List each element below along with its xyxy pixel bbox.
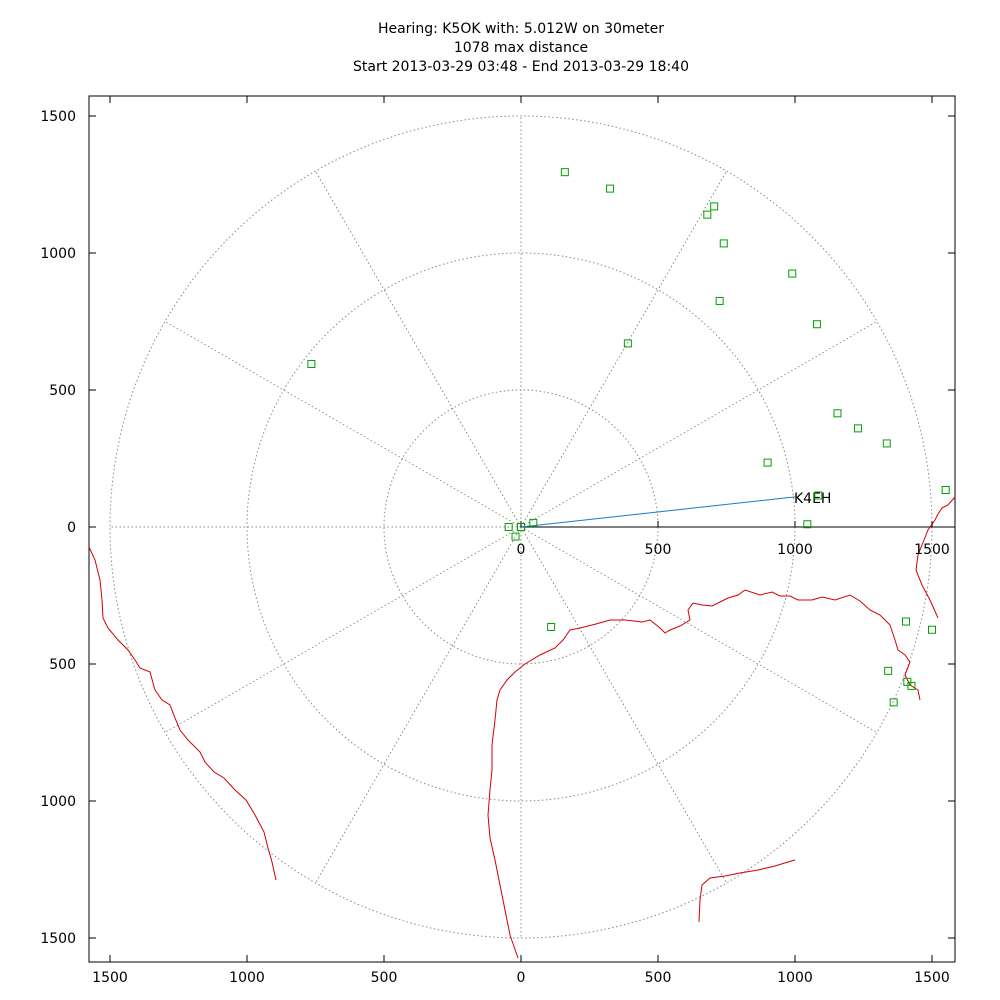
station-point <box>763 458 772 467</box>
inner-x-tick-label: 1500 <box>914 542 950 558</box>
chart-title-line-1: Hearing: K5OK with: 5.012W on 30meter <box>378 21 664 37</box>
radial-spoke-30 <box>520 170 727 528</box>
x-tick-label: 1500 <box>914 970 950 986</box>
inner-x-tick-label: 1000 <box>777 542 813 558</box>
station-point <box>889 698 898 707</box>
chart-title: Hearing: K5OK with: 5.012W on 30meter 107… <box>353 21 689 75</box>
x-tick-label: 1000 <box>777 970 813 986</box>
station-point <box>803 520 812 529</box>
y-tick-label: 0 <box>67 520 76 536</box>
station-point <box>901 617 910 626</box>
x-tick-label: 500 <box>645 970 672 986</box>
station-point <box>814 491 823 500</box>
station-point <box>903 677 912 686</box>
station-point <box>703 210 712 219</box>
y-tick-label: 500 <box>49 657 76 673</box>
inner-x-tick-label: 500 <box>645 542 672 558</box>
station-point <box>907 681 916 690</box>
station-points <box>307 168 950 707</box>
radial-spoke-300 <box>164 321 522 528</box>
y-tick-label: 1500 <box>40 931 76 947</box>
y-tick-label: 1000 <box>40 794 76 810</box>
x-tick-label: 500 <box>371 970 398 986</box>
station-point <box>560 168 569 177</box>
axis-tick-labels: 1500 1000 500 0 500 1000 1500 1500 1000 500 0 500 10… <box>40 96 955 986</box>
radial-spoke-210 <box>315 526 522 884</box>
k4eh-label: K4EH <box>794 491 831 507</box>
station-point <box>812 320 821 329</box>
y-tick-label: 1000 <box>40 246 76 262</box>
station-point <box>715 296 724 305</box>
station-point <box>710 202 719 211</box>
radial-spoke-60 <box>520 321 878 528</box>
station-point <box>833 409 842 418</box>
radial-spoke-150 <box>520 526 727 884</box>
station-point <box>941 486 950 495</box>
coastline-gulf-north <box>487 589 921 959</box>
radial-spoke-120 <box>520 526 878 733</box>
chart-title-line-2: 1078 max distance <box>454 40 588 56</box>
station-point <box>517 523 525 531</box>
coastline-yucatan <box>698 859 796 923</box>
x-tick-label: 1000 <box>229 970 265 986</box>
y-tick-label: 500 <box>49 383 76 399</box>
k4eh-path-line <box>520 496 796 528</box>
station-point <box>511 532 520 541</box>
radial-spoke-240 <box>164 526 522 733</box>
chart-title-line-3: Start 2013-03-29 03:48 - End 2013-03-29 … <box>353 59 689 75</box>
x-tick-label: 1500 <box>92 970 128 986</box>
station-point <box>529 518 538 527</box>
y-tick-label: 1500 <box>40 109 76 125</box>
coastline <box>88 496 956 959</box>
inner-x-tick-label: 0 <box>517 542 526 558</box>
station-point <box>504 523 513 531</box>
plot-frame <box>88 95 956 963</box>
k4eh-highlight: K4EH <box>520 491 831 528</box>
station-point <box>623 339 632 348</box>
station-point <box>547 623 556 632</box>
station-point <box>884 666 893 675</box>
radial-spoke-330 <box>315 170 522 528</box>
coastline-florida-east <box>915 496 956 619</box>
station-point <box>606 184 615 193</box>
station-point <box>307 359 316 368</box>
coastline-mexico-pacific <box>88 546 277 881</box>
station-point <box>882 439 891 448</box>
station-point <box>854 424 863 433</box>
polar-grid <box>109 115 955 939</box>
station-point <box>719 239 728 248</box>
station-point <box>928 625 936 634</box>
station-point <box>788 269 797 278</box>
x-tick-label: 0 <box>517 970 526 986</box>
